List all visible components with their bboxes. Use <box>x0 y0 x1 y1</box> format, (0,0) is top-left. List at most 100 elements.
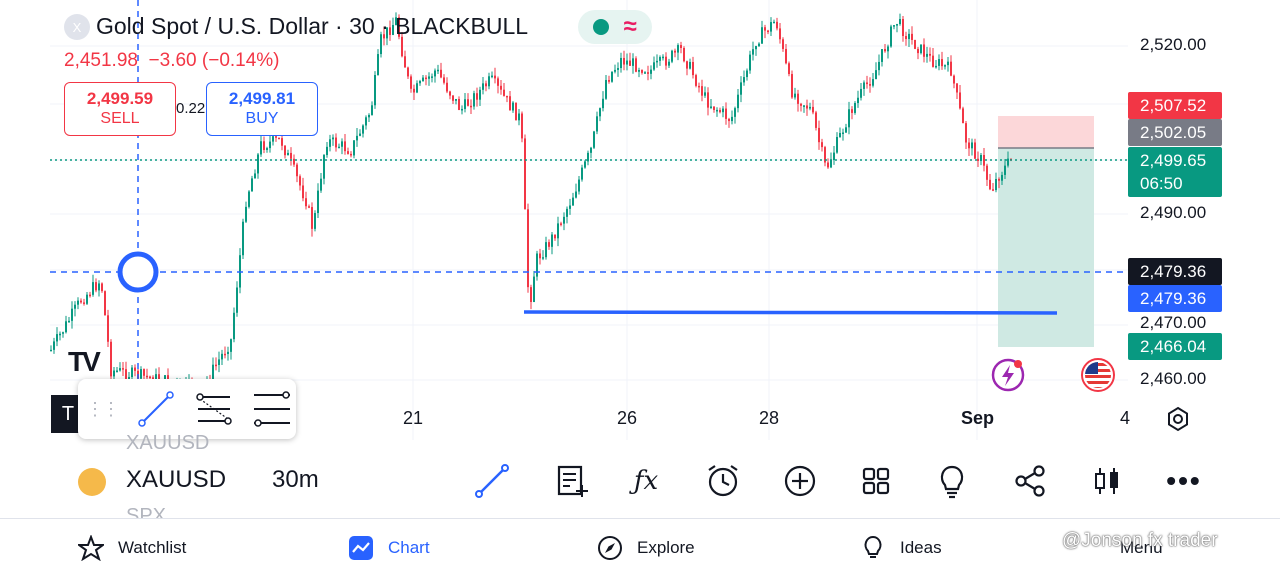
candle-body <box>446 82 448 92</box>
candle-body <box>794 93 796 98</box>
ideas-bulb-icon[interactable] <box>932 462 972 500</box>
candle-body <box>512 102 514 111</box>
candle-body <box>65 321 67 333</box>
candle-body <box>989 179 991 190</box>
flash-news-icon[interactable] <box>990 357 1026 393</box>
candle-body <box>731 116 733 122</box>
candle-body <box>53 341 55 350</box>
candle-body <box>578 179 580 192</box>
add-icon[interactable] <box>780 462 820 500</box>
candle-body <box>278 137 280 140</box>
candle-body <box>320 178 322 191</box>
more-icon[interactable]: ••• <box>1166 465 1202 496</box>
symbol-search-button[interactable]: XAUUSD <box>126 466 227 493</box>
candle-body <box>257 154 259 174</box>
candle-body <box>767 30 769 33</box>
candle-body <box>761 27 763 44</box>
chart-area[interactable] <box>50 0 1228 440</box>
candle-body <box>914 39 916 49</box>
candle-type-icon[interactable] <box>1087 462 1127 500</box>
candle-body <box>506 95 508 98</box>
time-axis-label: 4 <box>1120 408 1131 428</box>
nav-watchlist[interactable]: Watchlist <box>78 530 186 566</box>
candle-body <box>851 109 853 113</box>
candle-body <box>248 191 250 207</box>
candle-body <box>230 339 232 352</box>
candle-body <box>710 106 712 108</box>
candle-body <box>521 113 523 139</box>
sell-button[interactable]: 2,499.59 SELL <box>64 82 176 136</box>
candle-body <box>608 80 610 82</box>
support-trend-line[interactable] <box>523 310 1058 315</box>
candle-body <box>845 127 847 133</box>
fib-retracement-icon[interactable] <box>194 389 234 429</box>
candle-body <box>638 70 640 72</box>
candle-body <box>527 209 529 288</box>
candle-body <box>647 72 649 74</box>
candle-body <box>569 205 571 209</box>
candle-body <box>476 93 478 100</box>
buy-button[interactable]: 2,499.81 BUY <box>206 82 318 136</box>
candle-body <box>530 287 532 303</box>
drawing-toolbar[interactable]: ⋮⋮ <box>78 379 296 439</box>
time-axis-label: 21 <box>403 408 424 428</box>
candle-body <box>524 138 526 210</box>
candle-body <box>251 178 253 192</box>
candle-body <box>632 58 634 66</box>
candle-body <box>557 223 559 239</box>
candle-body <box>389 27 391 35</box>
candle-body <box>764 27 766 31</box>
parallel-lines-icon[interactable] <box>252 389 292 429</box>
candle-body <box>284 145 286 156</box>
symbol-title[interactable]: Gold Spot / U.S. Dollar · 30 · BLACKBULL <box>96 13 529 39</box>
candle-body <box>782 39 784 49</box>
chart-settings-icon[interactable] <box>1164 405 1192 433</box>
layouts-icon[interactable] <box>856 462 896 500</box>
candle-body <box>383 34 385 39</box>
crosshair-handle[interactable] <box>117 251 159 293</box>
candle-body <box>1007 158 1009 166</box>
nav-ideas[interactable]: Ideas <box>860 530 942 566</box>
candle-body <box>338 146 340 149</box>
line-price-tag: 2,479.36 <box>1128 285 1222 312</box>
candle-body <box>71 308 73 321</box>
tradingview-logo: TV <box>68 346 101 377</box>
candle-body <box>80 300 82 303</box>
candle-body <box>563 216 565 224</box>
candle-body <box>236 287 238 313</box>
candle-body <box>653 62 655 70</box>
user-watermark: @Jonson fx trader <box>1062 530 1218 551</box>
candle-body <box>713 106 715 110</box>
gold-symbol-icon <box>78 468 106 496</box>
symbol-logo: X <box>64 14 90 40</box>
nav-explore[interactable]: Explore <box>597 530 695 566</box>
candle-body <box>440 69 442 78</box>
candle-body <box>260 141 262 155</box>
alert-icon[interactable] <box>703 462 743 500</box>
candle-body <box>953 75 955 84</box>
candle-body <box>380 34 382 55</box>
market-status-pill[interactable]: ≈ <box>578 10 652 44</box>
candle-body <box>791 74 793 98</box>
candle-body <box>929 53 931 56</box>
candle-body <box>677 45 679 53</box>
share-icon[interactable] <box>1010 462 1050 500</box>
price-axis[interactable] <box>1128 0 1228 440</box>
drag-handle-icon[interactable]: ⋮⋮ <box>86 398 120 419</box>
interval-button[interactable]: 30m <box>272 466 319 493</box>
nav-menu[interactable]: Menu <box>1120 530 1163 566</box>
drawing-icon[interactable] <box>472 462 512 500</box>
nav-chart[interactable]: Chart <box>348 530 430 566</box>
candle-body <box>425 77 427 80</box>
indicators-icon[interactable]: ƒx <box>633 466 659 496</box>
candle-body <box>113 370 115 377</box>
take-profit-zone[interactable] <box>998 148 1094 347</box>
stop-loss-zone[interactable] <box>998 116 1094 148</box>
trend-line-icon[interactable] <box>136 389 176 429</box>
price-chart[interactable] <box>50 0 1228 440</box>
candle-body <box>587 152 589 162</box>
candle-body <box>464 99 466 109</box>
economic-event-flag-icon[interactable] <box>1080 357 1116 393</box>
notes-icon[interactable] <box>552 462 592 500</box>
candle-body <box>311 207 313 229</box>
